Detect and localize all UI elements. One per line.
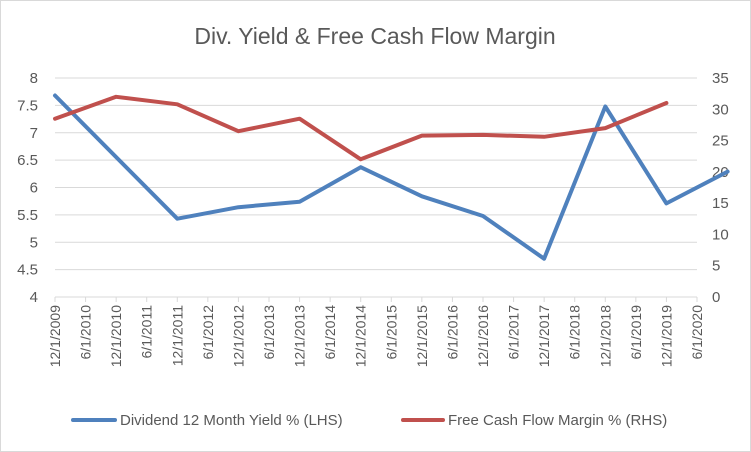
x-tick-label: 6/1/2015 bbox=[383, 305, 399, 360]
left-tick-label: 7.5 bbox=[17, 97, 38, 114]
right-tick-label: 10 bbox=[712, 226, 729, 243]
x-tick-label: 12/1/2019 bbox=[658, 305, 674, 367]
gridlines bbox=[54, 77, 698, 302]
x-tick-label: 6/1/2011 bbox=[139, 305, 155, 359]
x-tick-label: 12/1/2016 bbox=[475, 305, 491, 367]
x-tick-label: 12/1/2017 bbox=[536, 305, 552, 367]
x-tick-label: 6/1/2019 bbox=[628, 305, 644, 360]
x-axis-ticks: 12/1/2009 6/1/2010 12/1/2010 6/1/2011 12/1/2… bbox=[47, 305, 705, 368]
legend: Dividend 12 Month Yield % (LHS) Free Cas… bbox=[71, 412, 667, 429]
x-tick-label: 12/1/2013 bbox=[292, 305, 308, 367]
x-tick-label: 12/1/2014 bbox=[353, 305, 369, 367]
right-tick-label: 0 bbox=[712, 289, 720, 306]
series-lines bbox=[53, 93, 730, 261]
left-tick-label: 6 bbox=[30, 180, 38, 197]
left-tick-label: 4.5 bbox=[17, 262, 38, 279]
x-tick-label: 12/1/2011 bbox=[169, 305, 185, 366]
chart-title: Div. Yield & Free Cash Flow Margin bbox=[194, 23, 555, 49]
right-tick-label: 15 bbox=[712, 195, 729, 212]
left-tick-label: 4 bbox=[30, 289, 38, 306]
left-axis-ticks: 4 4.5 5 5.5 6 6.5 7 7.5 8 bbox=[17, 70, 38, 306]
x-tick-label: 6/1/2014 bbox=[322, 305, 338, 360]
x-tick-label: 12/1/2010 bbox=[108, 305, 124, 367]
left-tick-label: 5.5 bbox=[17, 207, 38, 224]
legend-label-fcf-margin: Free Cash Flow Margin % (RHS) bbox=[448, 412, 667, 429]
left-tick-label: 8 bbox=[30, 70, 38, 87]
left-tick-label: 5 bbox=[30, 234, 38, 251]
legend-label-dividend-yield: Dividend 12 Month Yield % (LHS) bbox=[120, 412, 343, 429]
x-tick-label: 12/1/2015 bbox=[414, 305, 430, 367]
x-tick-label: 6/1/2017 bbox=[506, 305, 522, 360]
right-tick-label: 25 bbox=[712, 133, 729, 150]
x-tick-label: 6/1/2020 bbox=[689, 305, 705, 360]
left-tick-label: 6.5 bbox=[17, 152, 38, 169]
right-tick-label: 5 bbox=[712, 258, 720, 275]
x-tick-label: 6/1/2010 bbox=[78, 305, 94, 360]
x-tick-label: 12/1/2018 bbox=[597, 305, 613, 367]
left-tick-label: 7 bbox=[30, 125, 38, 142]
x-tick-label: 6/1/2013 bbox=[261, 305, 277, 360]
right-tick-label: 30 bbox=[712, 101, 729, 118]
series-line-fcf-margin bbox=[53, 94, 669, 162]
x-tick-label: 6/1/2016 bbox=[444, 305, 460, 360]
series-line-dividend-yield bbox=[53, 93, 730, 261]
x-tick-label: 6/1/2012 bbox=[200, 305, 216, 360]
x-tick-label: 6/1/2018 bbox=[567, 305, 583, 360]
x-tick-label: 12/1/2009 bbox=[47, 305, 63, 367]
x-tick-label: 12/1/2012 bbox=[230, 305, 246, 367]
right-tick-label: 35 bbox=[712, 70, 729, 87]
